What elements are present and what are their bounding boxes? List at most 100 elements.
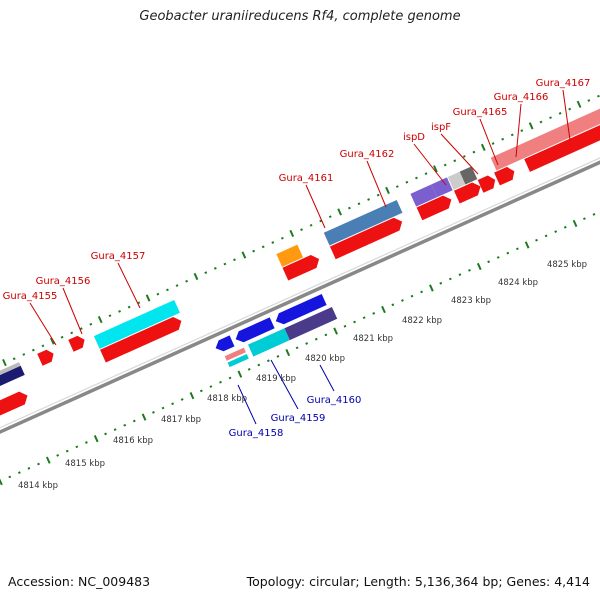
scale-label: 4819 kbp xyxy=(256,374,296,384)
tick-mark xyxy=(123,423,127,427)
tick-mark xyxy=(145,294,151,302)
tick-mark xyxy=(319,219,323,223)
tick-mark xyxy=(49,337,55,345)
forward-tick-track xyxy=(2,94,600,367)
tick-mark xyxy=(343,324,347,328)
tick-mark xyxy=(372,312,376,315)
tick-mark xyxy=(476,262,482,271)
feature-bar xyxy=(224,347,246,361)
tick-mark xyxy=(113,428,117,431)
tick-mark xyxy=(410,294,414,298)
cds-arrow xyxy=(329,217,403,260)
gene-label: Gura_4167 xyxy=(536,78,591,89)
tick-mark xyxy=(515,247,519,251)
tick-mark xyxy=(219,380,222,384)
tick-mark xyxy=(89,322,93,326)
cds-arrow xyxy=(275,293,327,325)
tick-mark xyxy=(75,445,79,449)
cds-arrow xyxy=(37,349,54,366)
leader-line xyxy=(366,160,387,208)
tick-mark xyxy=(333,327,338,335)
cds-arrow xyxy=(100,316,182,363)
scale-label: 4825 kbp xyxy=(547,260,587,270)
cds-arrow xyxy=(215,335,235,352)
scale-label: 4821 kbp xyxy=(353,334,393,344)
tick-mark xyxy=(506,251,510,255)
tick-mark xyxy=(381,305,386,314)
tick-mark xyxy=(433,165,438,173)
feature-bar xyxy=(276,244,304,267)
gene-label: Gura_4165 xyxy=(453,107,508,118)
leader-line xyxy=(562,89,571,141)
tick-mark xyxy=(391,303,395,307)
scale-label: 4824 kbp xyxy=(498,278,538,288)
gene-label: Gura_4161 xyxy=(279,173,334,184)
cds-arrow xyxy=(282,255,320,281)
tick-mark xyxy=(462,155,466,158)
tick-mark xyxy=(12,357,16,361)
tick-mark xyxy=(295,346,299,350)
tick-mark xyxy=(439,281,443,285)
tick-mark xyxy=(305,342,309,345)
scale-label: 4823 kbp xyxy=(451,296,491,306)
feature-bar xyxy=(459,166,478,185)
tick-mark xyxy=(204,271,208,275)
tick-mark xyxy=(558,112,562,115)
tick-mark xyxy=(65,449,69,453)
tick-mark xyxy=(189,392,195,400)
tick-mark xyxy=(60,335,64,339)
tick-mark xyxy=(353,320,356,324)
tick-mark xyxy=(549,116,552,120)
gene-label: Gura_4157 xyxy=(91,251,146,262)
feature-bar xyxy=(447,171,466,190)
tick-mark xyxy=(385,186,390,195)
tick-mark xyxy=(285,348,291,357)
leader-line xyxy=(319,364,335,392)
tick-mark xyxy=(458,273,462,277)
cds-arrow xyxy=(0,391,28,427)
leader-line xyxy=(440,133,479,175)
scale-label: 4816 kbp xyxy=(113,436,153,446)
gene-label: Gura_4162 xyxy=(340,149,395,160)
tick-mark xyxy=(496,256,500,259)
feature-bar xyxy=(490,104,600,171)
tick-mark xyxy=(247,367,251,371)
tick-mark xyxy=(448,277,452,281)
feature-track xyxy=(0,104,600,427)
feature-bar xyxy=(93,299,180,349)
tick-mark xyxy=(376,193,380,197)
genome-summary: Topology: circular; Length: 5,136,364 bp… xyxy=(246,574,590,589)
tick-mark xyxy=(223,262,227,266)
leader-line xyxy=(270,359,299,410)
tick-mark xyxy=(0,478,3,486)
tick-mark xyxy=(241,251,247,259)
tick-mark xyxy=(166,288,169,292)
feature-bar xyxy=(0,362,21,393)
tick-mark xyxy=(252,249,256,253)
tick-mark xyxy=(348,206,351,210)
cds-arrow xyxy=(416,195,452,221)
tick-mark xyxy=(429,284,434,292)
tick-mark xyxy=(583,217,586,221)
tick-mark xyxy=(367,198,370,201)
tick-mark xyxy=(554,230,558,233)
tick-mark xyxy=(415,176,418,180)
tick-mark xyxy=(395,185,399,188)
leader-line xyxy=(305,184,326,229)
tick-mark xyxy=(37,462,40,466)
tick-mark xyxy=(572,219,578,228)
tick-mark xyxy=(118,310,121,313)
tick-mark xyxy=(592,213,596,216)
tick-mark xyxy=(175,284,179,287)
leader-line xyxy=(117,262,141,309)
tick-mark xyxy=(27,466,31,470)
cds-arrow xyxy=(235,317,275,343)
backbone-line-light xyxy=(0,132,600,438)
tick-mark xyxy=(213,266,217,270)
tick-mark xyxy=(93,435,99,443)
leader-line xyxy=(515,103,522,158)
tick-mark xyxy=(8,475,12,479)
tick-mark xyxy=(171,402,175,406)
tick-mark xyxy=(261,245,265,249)
cds-arrow xyxy=(477,175,496,193)
